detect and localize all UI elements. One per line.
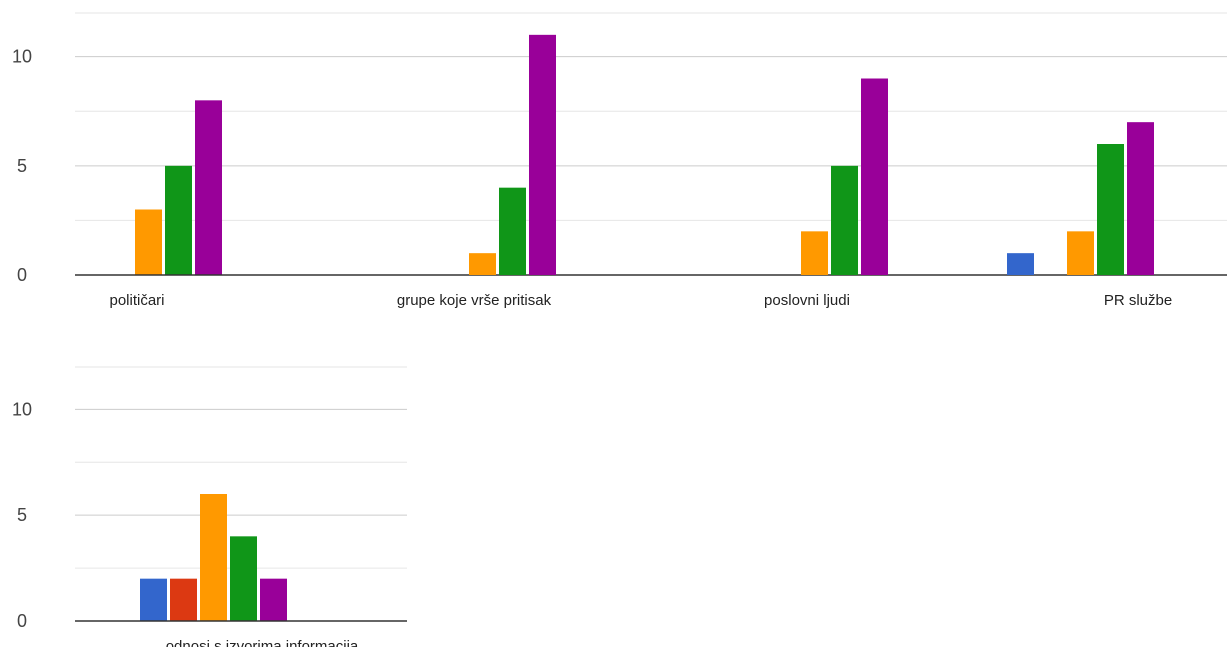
bar-series-5 [260,578,287,621]
bar-series-3 [801,231,828,275]
bar-series-5 [861,78,888,275]
bar-series-4 [1097,144,1124,275]
y-tick-label: 0 [17,265,27,285]
chart-panel-pr-sluzbe: PR službe [1007,122,1172,309]
bar-series-2 [170,578,197,621]
chart-panel-poslovni-ljudi: poslovni ljudi [764,78,888,309]
bar-series-5 [195,100,222,275]
category-label: PR službe [1104,292,1172,309]
y-tick-label: 10 [12,47,32,67]
category-label: poslovni ljudi [764,292,850,309]
bar-series-3 [200,494,227,621]
bar-series-3 [1067,231,1094,275]
category-label: političari [109,292,164,309]
bar-series-4 [499,187,526,275]
bar-series-4 [831,165,858,275]
y-tick-label: 5 [17,505,27,525]
chart-panel-politicari: 0 5 10 političari [12,12,1227,309]
chart-panel-odnosi-s-izvorima: 0 5 10 odnosi s izvorima informacija [12,366,407,647]
category-label: odnosi s izvorima informacija [166,638,359,647]
bar-series-3 [135,209,162,275]
bar-series-5 [1127,122,1154,276]
category-label: grupe koje vrše pritisak [397,292,552,309]
bar-series-4 [230,536,257,621]
bar-series-3 [469,253,496,275]
bar-series-1 [140,578,167,621]
bar-series-1 [1007,253,1034,275]
y-tick-label: 0 [17,611,27,631]
y-tick-label: 5 [17,156,27,176]
bar-series-5 [529,34,556,276]
y-tick-label: 10 [12,399,32,419]
bar-series-4 [165,165,192,275]
chart-panel-grupe-koje-vrse-pritisak: grupe koje vrše pritisak [397,34,556,309]
